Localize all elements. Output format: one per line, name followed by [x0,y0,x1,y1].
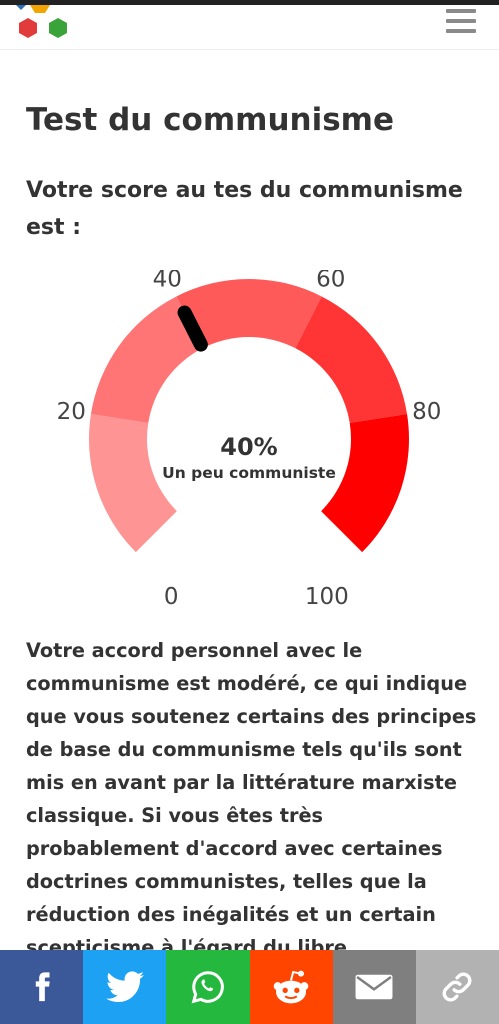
facebook-icon [25,967,59,1007]
hexagon-logo-icon[interactable] [12,5,74,41]
gauge-tick-label-60: 60 [316,270,345,293]
site-header [0,5,499,50]
gauge-band-4 [321,413,409,553]
gauge-band-0 [88,413,177,553]
gauge-band-3 [295,296,408,424]
share-facebook-button[interactable] [0,950,84,1024]
score-gauge: 0 20 40 60 80 100 40% Un peu communiste [57,270,442,610]
gauge-band-1 [90,296,203,424]
status-bar-strip [0,0,499,5]
share-twitter-button[interactable] [83,950,167,1024]
page-title: Test du communisme [26,102,394,138]
share-bar [0,950,499,1024]
score-heading: Votre score au tes du communisme est : [26,178,463,240]
gauge-needle [177,305,208,352]
whatsapp-icon [190,969,226,1005]
gauge-tick-label-80: 80 [412,399,441,425]
email-icon [354,972,394,1002]
reddit-icon [271,968,311,1006]
gauge-value-label: 40% [220,433,277,461]
gauge-band-2 [176,279,322,349]
hamburger-menu-icon[interactable] [444,7,480,37]
share-whatsapp-button[interactable] [166,950,250,1024]
share-reddit-button[interactable] [249,950,333,1024]
gauge-result-label: Un peu communiste [162,464,336,482]
gauge-tick-label-40: 40 [153,270,182,293]
gauge-tick-label-20: 20 [57,399,86,425]
share-link-button[interactable] [415,950,499,1024]
twitter-icon [105,970,144,1004]
result-description: Votre accord personnel avec le communism… [26,639,477,959]
share-email-button[interactable] [332,950,416,1024]
gauge-tick-label-100: 100 [305,584,349,610]
link-icon [440,970,474,1004]
gauge-tick-label-0: 0 [164,584,179,610]
